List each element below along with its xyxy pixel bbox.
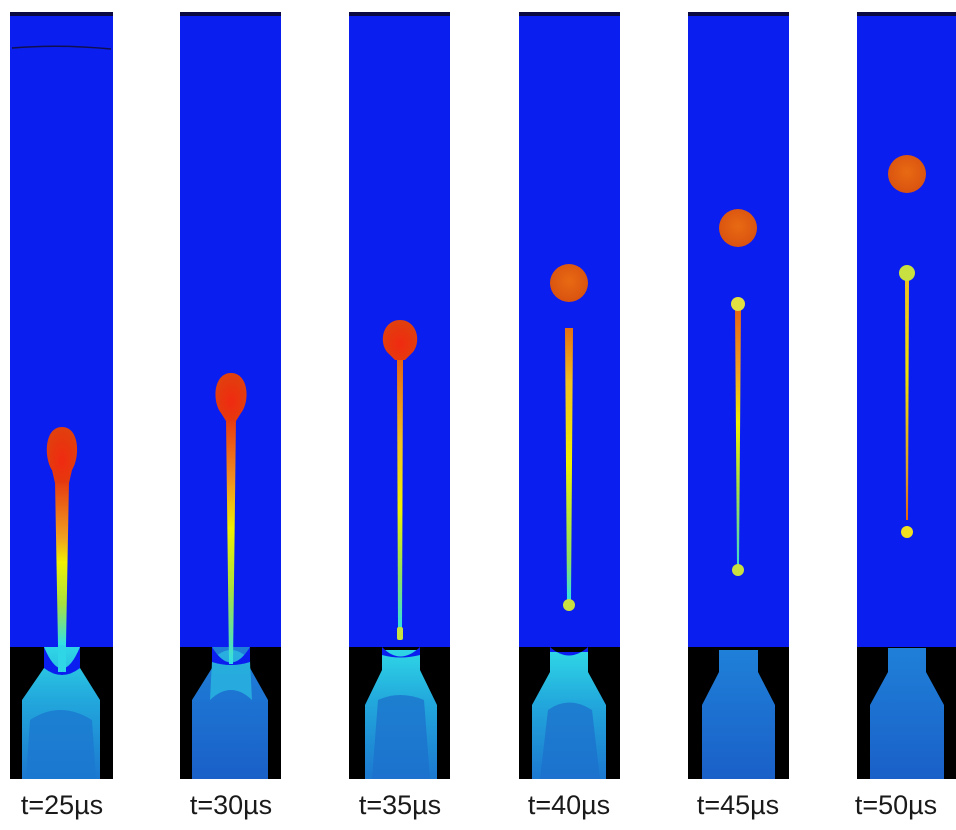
meniscus	[550, 647, 588, 656]
satellite-drop	[732, 564, 744, 576]
domain-top-border	[10, 12, 113, 16]
frame-label: t=25µs	[20, 790, 104, 820]
domain-top-border	[349, 12, 450, 16]
nozzle-fluid-inner	[372, 695, 430, 779]
main-drop	[719, 209, 757, 247]
satellite-tip	[397, 627, 403, 640]
main-drop	[46, 427, 78, 483]
jet-tail	[397, 360, 403, 630]
frame-label: t=50µs	[854, 790, 938, 820]
nozzle-fluid-inner	[26, 710, 96, 779]
main-drop	[215, 373, 247, 421]
jet-tail	[55, 480, 69, 645]
satellite-drop	[901, 526, 913, 538]
meniscus	[44, 647, 80, 675]
frame-t25	[10, 12, 113, 779]
jet-tail	[565, 328, 573, 600]
free-surface-line	[11, 45, 112, 50]
frame-t50	[857, 12, 956, 779]
jet-tail	[905, 276, 909, 520]
frame-label: t=40µs	[527, 790, 611, 820]
nozzle-fluid-inner	[540, 702, 600, 779]
meniscus	[212, 647, 250, 665]
frame-label: t=35µs	[358, 790, 442, 820]
frame-label: t=45µs	[696, 790, 780, 820]
nozzle-fluid	[702, 650, 775, 779]
frame-label: t=30µs	[189, 790, 273, 820]
main-drop	[382, 320, 418, 360]
domain-top-border	[688, 12, 789, 16]
frame-t30	[180, 12, 281, 779]
domain-top-border	[857, 12, 956, 16]
tail-head-bulb	[731, 297, 745, 311]
jet-tail	[735, 306, 741, 566]
main-drop	[550, 264, 588, 302]
domain-top-border	[519, 12, 620, 16]
frame-t40	[519, 12, 620, 779]
nozzle-fluid	[870, 648, 944, 779]
jet-tail	[226, 418, 236, 664]
jet-neck	[58, 640, 66, 672]
tail-head-bulb	[899, 265, 915, 281]
frame-t35	[349, 12, 450, 779]
domain-top-border	[180, 12, 281, 16]
meniscus	[382, 647, 420, 658]
satellite-drop	[563, 599, 575, 611]
main-drop	[888, 155, 926, 193]
frame-t45	[688, 12, 789, 779]
